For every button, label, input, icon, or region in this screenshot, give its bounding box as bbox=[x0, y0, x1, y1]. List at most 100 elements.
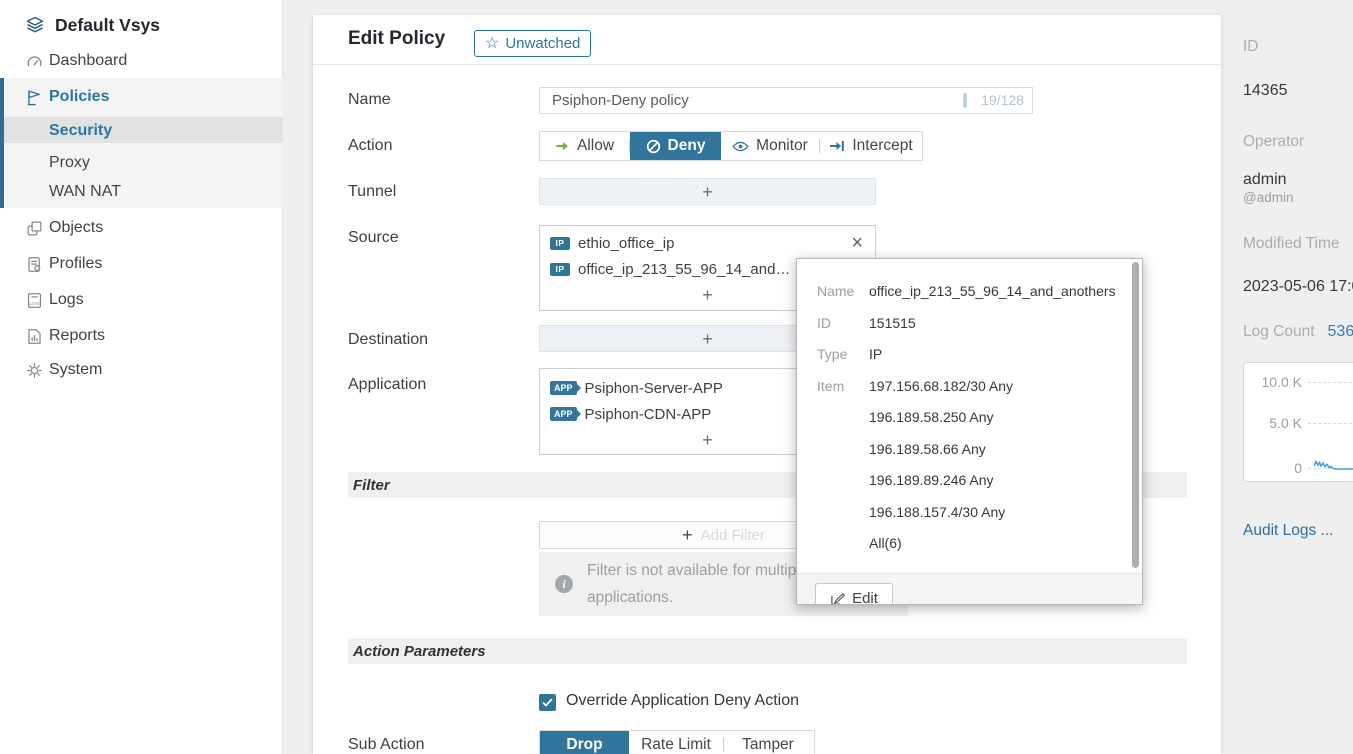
panel-header: Edit Policy ☆ Unwatched bbox=[313, 15, 1221, 65]
source-object-popover: Name office_ip_213_55_96_14_and_anothers … bbox=[796, 258, 1143, 605]
popover-scrollbar[interactable] bbox=[1132, 262, 1139, 568]
log-count-value[interactable]: 536 bbox=[1327, 323, 1353, 340]
popover-type-row: Type IP bbox=[817, 346, 883, 362]
intercept-arrow-icon bbox=[829, 139, 845, 153]
tunnel-add-button[interactable]: + bbox=[539, 178, 876, 205]
sub-action-segmented-control: Drop Rate Limit Tamper bbox=[539, 730, 815, 754]
override-checkbox[interactable] bbox=[539, 694, 556, 711]
log-document-icon: LOG bbox=[25, 291, 44, 310]
sub-action-drop-button[interactable]: Drop bbox=[540, 731, 629, 754]
sidebar-item-reports[interactable]: Reports bbox=[0, 322, 283, 350]
segment-divider bbox=[819, 139, 820, 153]
unwatched-button[interactable]: ☆ Unwatched bbox=[474, 30, 592, 57]
action-parameters-header: Action Parameters bbox=[348, 638, 1187, 664]
log-trend-chart: 10.0 K 5.0 K 0 bbox=[1243, 362, 1353, 482]
sub-action-label: Sub Action bbox=[348, 736, 425, 753]
profiles-icon bbox=[25, 255, 44, 274]
app-tag-icon: APP bbox=[550, 407, 580, 421]
page-title: Edit Policy bbox=[348, 28, 446, 49]
segment-divider bbox=[723, 738, 724, 752]
layers-icon bbox=[25, 15, 45, 35]
star-icon: ☆ bbox=[485, 34, 500, 52]
sub-action-tamper-button[interactable]: Tamper bbox=[742, 736, 794, 753]
id-value: 14365 bbox=[1243, 82, 1288, 99]
sparkline bbox=[1314, 459, 1353, 470]
report-chart-icon bbox=[25, 327, 44, 346]
sidebar-item-policies[interactable]: Policies bbox=[0, 83, 283, 111]
ip-object-icon: IP bbox=[550, 262, 570, 276]
ip-object-icon: IP bbox=[550, 236, 570, 250]
source-item-row[interactable]: IP office_ip_213_55_96_14_and… bbox=[540, 256, 875, 282]
allow-arrow-icon bbox=[555, 139, 570, 153]
vsys-header[interactable]: Default Vsys bbox=[25, 11, 160, 39]
action-monitor-button[interactable]: Monitor bbox=[721, 132, 819, 160]
modified-time-label: Modified Time bbox=[1243, 235, 1340, 252]
sidebar-item-objects[interactable]: Objects bbox=[0, 214, 283, 242]
popover-item-row: 196.189.58.66 Any bbox=[869, 441, 986, 457]
tunnel-label: Tunnel bbox=[348, 183, 397, 200]
sidebar-item-security[interactable]: Security bbox=[49, 122, 113, 139]
security-highlight bbox=[4, 117, 283, 143]
edit-pencil-icon bbox=[830, 591, 846, 604]
plus-icon: + bbox=[702, 328, 713, 349]
deny-slash-icon bbox=[646, 139, 661, 154]
app-tag-icon: APP bbox=[550, 381, 580, 395]
action-label: Action bbox=[348, 137, 393, 154]
popover-item-all[interactable]: All(6) bbox=[869, 535, 902, 551]
popover-item-row: 196.189.58.250 Any bbox=[869, 409, 994, 425]
plus-icon: + bbox=[702, 430, 713, 450]
gauge-icon bbox=[25, 52, 44, 71]
operator-handle: @admin bbox=[1243, 190, 1294, 205]
log-count-row: Log Count 536 bbox=[1243, 323, 1353, 341]
plus-icon: + bbox=[702, 285, 713, 305]
sidebar-item-system[interactable]: System bbox=[0, 356, 283, 384]
popover-footer: Edit bbox=[797, 573, 1142, 604]
svg-text:LOG: LOG bbox=[29, 300, 39, 306]
source-label: Source bbox=[348, 229, 399, 246]
application-item-row[interactable]: APP Psiphon-CDN-APP bbox=[540, 401, 875, 427]
sidebar-item-dashboard[interactable]: Dashboard bbox=[0, 47, 283, 75]
info-icon: i bbox=[555, 575, 573, 593]
name-label: Name bbox=[348, 91, 391, 108]
active-section-bar bbox=[0, 78, 4, 208]
sidebar-item-wan-nat[interactable]: WAN NAT bbox=[49, 183, 121, 200]
left-sidebar: Default Vsys Dashboard Policies Securit bbox=[0, 0, 283, 754]
edit-object-button[interactable]: Edit bbox=[815, 583, 893, 604]
action-deny-button[interactable]: Deny bbox=[630, 132, 721, 160]
source-add-button[interactable]: + bbox=[540, 282, 875, 308]
policy-name-input[interactable] bbox=[539, 87, 1033, 114]
popover-item-row: Item 197.156.68.182/30 Any bbox=[817, 378, 1014, 394]
plus-icon: + bbox=[702, 181, 713, 202]
log-count-label: Log Count bbox=[1243, 323, 1315, 340]
modified-time-value: 2023-05-06 17:0 bbox=[1243, 278, 1353, 295]
action-allow-button[interactable]: Allow bbox=[540, 132, 629, 160]
action-segmented-control: Allow Deny Monitor Intercept bbox=[539, 131, 923, 161]
name-field-wrap: 19/128 bbox=[539, 87, 1033, 114]
sidebar-item-proxy[interactable]: Proxy bbox=[49, 154, 90, 171]
destination-label: Destination bbox=[348, 331, 429, 348]
application-item-row[interactable]: APP Psiphon-Server-APP bbox=[540, 375, 875, 401]
plus-icon: + bbox=[682, 525, 693, 545]
char-counter: 19/128 bbox=[981, 92, 1024, 108]
sub-action-rate-limit-button[interactable]: Rate Limit bbox=[641, 736, 711, 753]
input-cursor bbox=[963, 93, 967, 108]
sidebar-item-profiles[interactable]: Profiles bbox=[0, 250, 283, 278]
application-add-button[interactable]: + bbox=[540, 427, 875, 453]
chart-tick-row: 5.0 K bbox=[1244, 415, 1353, 431]
policies-flag-icon bbox=[25, 88, 44, 107]
audit-logs-link[interactable]: Audit Logs ... bbox=[1243, 522, 1334, 539]
source-item-row[interactable]: IP ethio_office_ip × bbox=[540, 230, 875, 256]
popover-item-row: 196.189.89.246 Any bbox=[869, 472, 994, 488]
chart-tick-row: 0 bbox=[1244, 460, 1353, 476]
chart-tick-row: 10.0 K bbox=[1244, 374, 1353, 390]
popover-item-row: 196.188.157.4/30 Any bbox=[869, 504, 1006, 520]
popover-id-row: ID 151515 bbox=[817, 315, 916, 331]
action-intercept-button[interactable]: Intercept bbox=[820, 132, 922, 160]
objects-icon bbox=[25, 219, 44, 238]
remove-source-icon[interactable]: × bbox=[851, 232, 863, 254]
segment-divider bbox=[629, 139, 630, 153]
operator-label: Operator bbox=[1243, 133, 1305, 150]
sidebar-item-logs[interactable]: LOG Logs bbox=[0, 286, 283, 314]
vsys-label: Default Vsys bbox=[55, 14, 161, 35]
